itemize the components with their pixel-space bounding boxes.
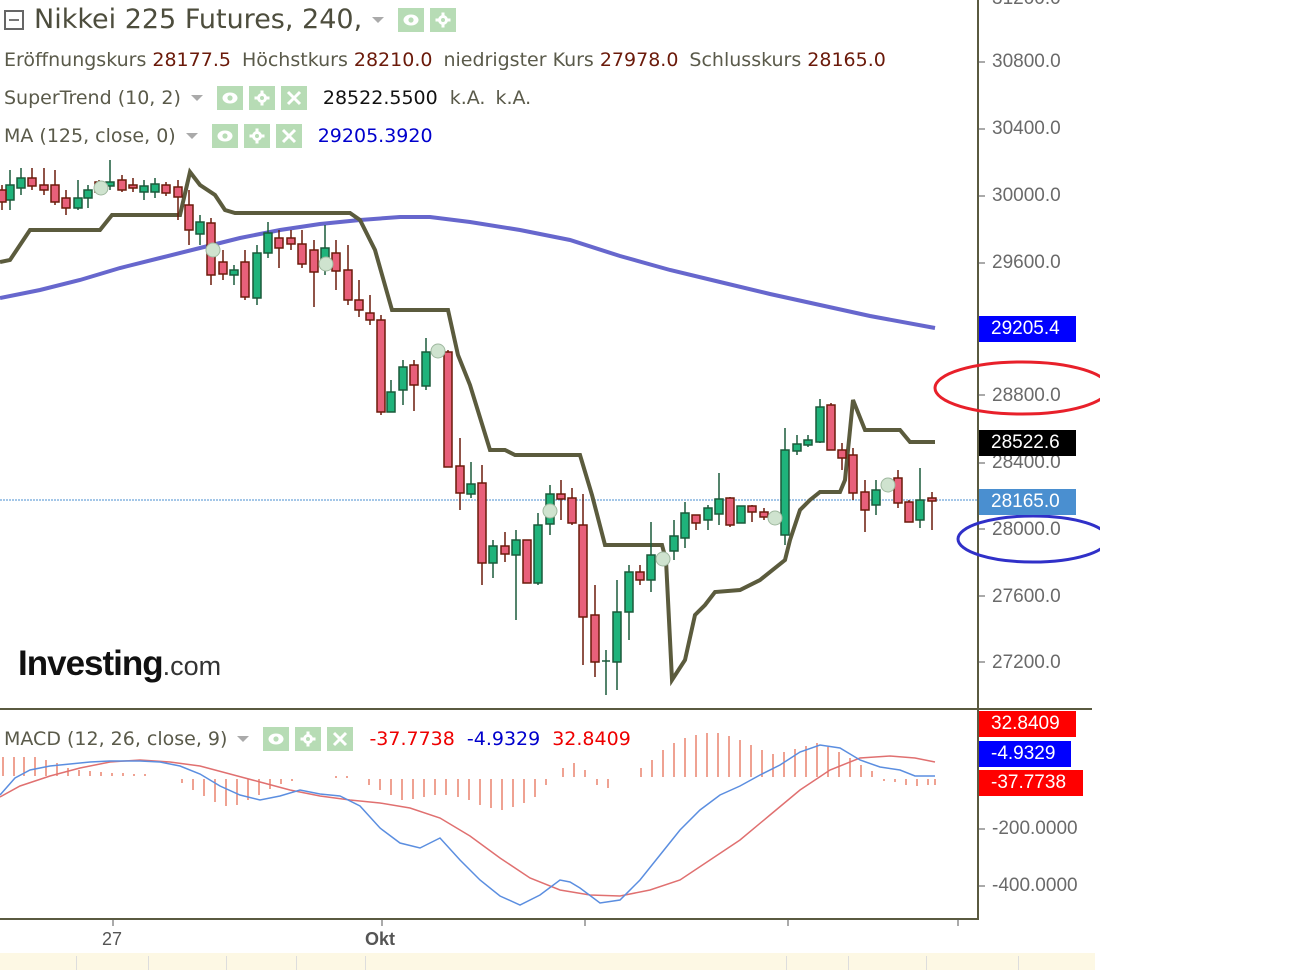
visibility-eye-icon[interactable]	[211, 124, 238, 148]
supertrend-extra-1: k.A.	[449, 87, 486, 109]
high-label: Höchstkurs	[241, 49, 348, 71]
supertrend-extra-2: k.A.	[495, 87, 532, 109]
chevron-down-icon[interactable]	[237, 736, 250, 742]
price-axis-label: 28400.0	[992, 452, 1061, 473]
annotation-blue-ellipse	[956, 514, 1100, 564]
remove-x-icon[interactable]	[327, 727, 354, 751]
macd-legend: MACD (12, 26, close, 9) -37.7738 -4.9329…	[4, 727, 631, 751]
macd-histogram-tag: 32.8409	[979, 711, 1076, 737]
macd-value-signal: -37.7738	[369, 728, 455, 750]
price-axis-label: 30800.0	[992, 51, 1061, 72]
settings-gear-icon[interactable]	[430, 7, 457, 32]
ma-legend: MA (125, close, 0) 29205.3920	[4, 124, 433, 148]
price-axis-label: 29600.0	[992, 252, 1061, 273]
supertrend-value: 28522.5500	[322, 87, 438, 109]
macd-line-tag: -4.9329	[979, 741, 1071, 767]
annotation-red-ellipse	[933, 360, 1100, 416]
price-axis-label: 27600.0	[992, 586, 1061, 607]
macd-label: MACD (12, 26, close, 9)	[4, 728, 228, 750]
remove-x-icon[interactable]	[275, 124, 302, 148]
supertrend-label: SuperTrend (10, 2)	[4, 87, 181, 109]
supertrend-legend: SuperTrend (10, 2) 28522.5500 k.A. k.A.	[4, 86, 531, 110]
time-axis-label: 27	[102, 929, 123, 949]
chevron-down-icon[interactable]	[190, 95, 203, 101]
chevron-down-icon[interactable]	[372, 16, 385, 23]
macd-value-line: -4.9329	[466, 728, 541, 750]
supertrend-price-tag: 28522.6	[979, 430, 1076, 456]
ma-price-tag: 29205.4	[979, 316, 1076, 342]
price-chart[interactable]	[0, 0, 1100, 950]
chevron-down-icon[interactable]	[185, 133, 198, 139]
close-label: Schlusskurs	[689, 49, 802, 71]
close-value: 28165.0	[807, 49, 886, 71]
price-axis-label: 28800.0	[992, 385, 1061, 406]
visibility-eye-icon[interactable]	[216, 86, 243, 110]
macd-signal-tag: -37.7738	[979, 770, 1083, 796]
macd-axis-label: -400.0000	[992, 875, 1078, 896]
chart-title-row: Nikkei 225 Futures, 240,	[4, 4, 462, 35]
ohlc-row: Eröffnungskurs 28177.5 Höchstkurs 28210.0 …	[4, 49, 897, 71]
ma-value: 29205.3920	[317, 125, 433, 147]
high-value: 28210.0	[353, 49, 433, 71]
visibility-eye-icon[interactable]	[398, 7, 425, 32]
price-axis-label: 30000.0	[992, 185, 1061, 206]
chart-title: Nikkei 225 Futures, 240,	[34, 4, 363, 35]
settings-gear-icon[interactable]	[295, 727, 322, 751]
time-axis-label: Okt	[365, 929, 396, 949]
collapse-legend-icon[interactable]	[4, 9, 24, 30]
last-price-tag: 28165.0	[979, 489, 1076, 515]
low-value: 27978.0	[599, 49, 679, 71]
settings-gear-icon[interactable]	[243, 124, 270, 148]
settings-gear-icon[interactable]	[248, 86, 275, 110]
low-label: niedrigster Kurs	[443, 49, 594, 71]
candles	[0, 160, 937, 695]
price-axis-label: 28000.0	[992, 519, 1061, 540]
macd-value-histogram: 32.8409	[552, 728, 631, 750]
visibility-eye-icon[interactable]	[263, 727, 290, 751]
open-value: 28177.5	[152, 49, 231, 71]
investing-logo: Investing.com	[18, 644, 222, 683]
price-axis-label: 31200.0	[992, 0, 1061, 10]
remove-x-icon[interactable]	[280, 86, 307, 110]
bottom-toolbar[interactable]	[0, 953, 1095, 970]
price-axis-label: 27200.0	[992, 652, 1061, 673]
macd-axis-label: -200.0000	[992, 818, 1078, 839]
price-axis-label: 30400.0	[992, 118, 1061, 139]
ma-label: MA (125, close, 0)	[4, 125, 176, 147]
open-label: Eröffnungskurs	[4, 49, 147, 71]
